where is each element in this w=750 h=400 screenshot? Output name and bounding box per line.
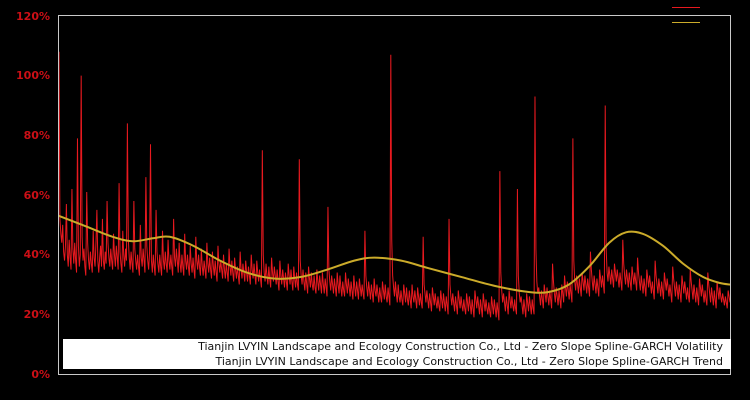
chart-canvas — [59, 51, 730, 321]
legend: Tianjin LVYIN Landscape and Ecology Cons… — [63, 339, 731, 369]
y-axis-tick-100: 100% — [16, 69, 50, 83]
y-axis-tick-80: 80% — [23, 128, 50, 142]
y-axis-tick-0: 0% — [31, 367, 50, 381]
legend-swatch-volatility — [672, 7, 700, 8]
legend-item-volatility: Tianjin LVYIN Landscape and Ecology Cons… — [63, 339, 731, 354]
y-axis-tick-40: 40% — [23, 248, 50, 262]
y-axis-tick-60: 60% — [23, 188, 50, 202]
legend-item-trend: Tianjin LVYIN Landscape and Ecology Cons… — [63, 354, 731, 369]
trend-series — [59, 214, 730, 294]
legend-label-volatility: Tianjin LVYIN Landscape and Ecology Cons… — [198, 340, 723, 353]
legend-label-trend: Tianjin LVYIN Landscape and Ecology Cons… — [215, 355, 724, 368]
y-axis-tick-20: 20% — [23, 307, 50, 321]
plot-area — [58, 15, 731, 375]
volatility-series — [59, 51, 730, 321]
y-axis-tick-120: 120% — [16, 9, 50, 23]
legend-swatch-trend — [672, 22, 700, 23]
